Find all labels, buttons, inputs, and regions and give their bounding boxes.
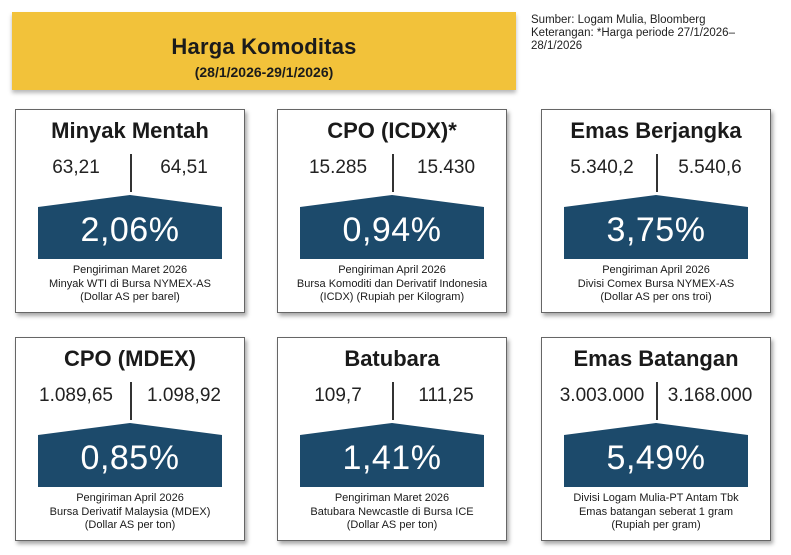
price-after: 15.430	[416, 157, 476, 178]
change-percent: 0,94%	[342, 211, 442, 249]
card-title: Emas Batangan	[573, 346, 739, 371]
note-exchange: Bursa Komoditi dan Derivatif Indonesia	[296, 277, 488, 290]
commodity-card-batubara: Batubara 109,7 111,25 1,41% Pengiriman M…	[277, 337, 507, 541]
value-divider	[656, 154, 658, 192]
change-badge: 1,41%	[300, 423, 484, 487]
note-delivery: Pengiriman Maret 2026	[72, 264, 188, 276]
badge-shape	[300, 423, 484, 487]
price-after: 64,51	[160, 157, 208, 178]
value-divider	[130, 382, 132, 420]
period-label: (28/1/2026-29/1/2026)	[194, 64, 334, 80]
header-banner: Harga Komoditas (28/1/2026-29/1/2026)	[12, 12, 516, 90]
badge-shape	[564, 195, 748, 259]
price-after: 5.540,6	[678, 157, 742, 178]
page-title: Harga Komoditas	[171, 34, 357, 59]
badge-shape	[38, 423, 222, 487]
change-percent: 3,75%	[606, 211, 706, 249]
badge-shape	[300, 195, 484, 259]
note-delivery: Divisi Logam Mulia-PT Antam Tbk	[573, 492, 739, 504]
price-after: 111,25	[418, 385, 474, 406]
price-before: 63,21	[52, 157, 100, 178]
note-exchange: Emas batangan seberat 1 gram	[578, 505, 734, 518]
card-notes: Pengiriman Maret 2026 Batubara Newcastle…	[282, 492, 502, 533]
note-exchange: Bursa Derivatif Malaysia (MDEX)	[49, 505, 211, 518]
commodity-card-cpo-mdex: CPO (MDEX) 1.089,65 1.098,92 0,85% Pengi…	[15, 337, 245, 541]
price-after: 1.098,92	[147, 385, 221, 406]
note-unit: (Dollar AS per ton)	[346, 519, 438, 531]
card-title: Minyak Mentah	[51, 118, 209, 143]
price-before: 5.340,2	[570, 157, 634, 178]
card-notes: Pengiriman April 2026 Bursa Komoditi dan…	[282, 264, 502, 305]
card-title: CPO (MDEX)	[64, 346, 196, 371]
change-badge: 2,06%	[38, 195, 222, 259]
card-notes: Pengiriman April 2026 Divisi Comex Bursa…	[546, 264, 766, 305]
source-line: Sumber: Logam Mulia, Bloomberg	[531, 14, 706, 26]
change-percent: 5,49%	[606, 439, 706, 477]
change-percent: 2,06%	[80, 211, 180, 249]
card-title: Batubara	[344, 346, 440, 371]
card-notes: Pengiriman April 2026 Bursa Derivatif Ma…	[20, 492, 240, 533]
note-delivery: Pengiriman April 2026	[338, 264, 446, 276]
note-delivery: Pengiriman April 2026	[76, 492, 184, 504]
change-badge: 0,85%	[38, 423, 222, 487]
note-unit: (Dollar AS per barel)	[80, 291, 180, 303]
note-unit: (Dollar AS per ton)	[84, 519, 176, 531]
source-note: Sumber: Logam Mulia, Bloomberg Keteranga…	[531, 14, 781, 53]
note-exchange: Batubara Newcastle di Bursa ICE	[310, 505, 474, 518]
commodity-card-minyak-mentah: Minyak Mentah 63,21 64,51 2,06% Pengirim…	[15, 109, 245, 313]
card-title: CPO (ICDX)*	[327, 118, 457, 143]
note-exchange: Minyak WTI di Bursa NYMEX-AS	[49, 277, 211, 290]
change-percent: 1,41%	[342, 439, 442, 477]
note-unit: (Rupiah per gram)	[611, 519, 701, 531]
note-unit: (Dollar AS per ons troi)	[600, 291, 712, 303]
card-notes: Pengiriman Maret 2026 Minyak WTI di Burs…	[20, 264, 240, 305]
change-badge: 5,49%	[564, 423, 748, 487]
commodity-card-emas-berjangka: Emas Berjangka 5.340,2 5.540,6 3,75% Pen…	[541, 109, 771, 313]
badge-shape	[564, 423, 748, 487]
note-unit: (ICDX) (Rupiah per Kilogram)	[319, 291, 465, 303]
change-percent: 0,85%	[80, 439, 180, 477]
value-divider	[130, 154, 132, 192]
note-exchange: Divisi Comex Bursa NYMEX-AS	[577, 277, 735, 290]
price-before: 1.089,65	[39, 385, 113, 406]
price-before: 15.285	[308, 157, 368, 178]
price-after: 3.168.000	[667, 385, 753, 406]
change-badge: 0,94%	[300, 195, 484, 259]
card-notes: Divisi Logam Mulia-PT Antam Tbk Emas bat…	[546, 492, 766, 533]
note-line: Keterangan: *Harga periode 27/1/2026–	[531, 27, 735, 39]
value-divider	[392, 154, 394, 192]
note-delivery: Pengiriman April 2026	[602, 264, 710, 276]
commodity-card-cpo-icdx: CPO (ICDX)* 15.285 15.430 0,94% Pengirim…	[277, 109, 507, 313]
commodity-card-emas-batangan: Emas Batangan 3.003.000 3.168.000 5,49% …	[541, 337, 771, 541]
value-divider	[392, 382, 394, 420]
note-delivery: Pengiriman Maret 2026	[334, 492, 450, 504]
value-divider	[656, 382, 658, 420]
price-before: 3.003.000	[559, 385, 645, 406]
price-before: 109,7	[314, 385, 362, 406]
change-badge: 3,75%	[564, 195, 748, 259]
note-line-cont: 28/1/2026	[531, 40, 583, 52]
card-title: Emas Berjangka	[570, 118, 742, 143]
badge-shape	[38, 195, 222, 259]
